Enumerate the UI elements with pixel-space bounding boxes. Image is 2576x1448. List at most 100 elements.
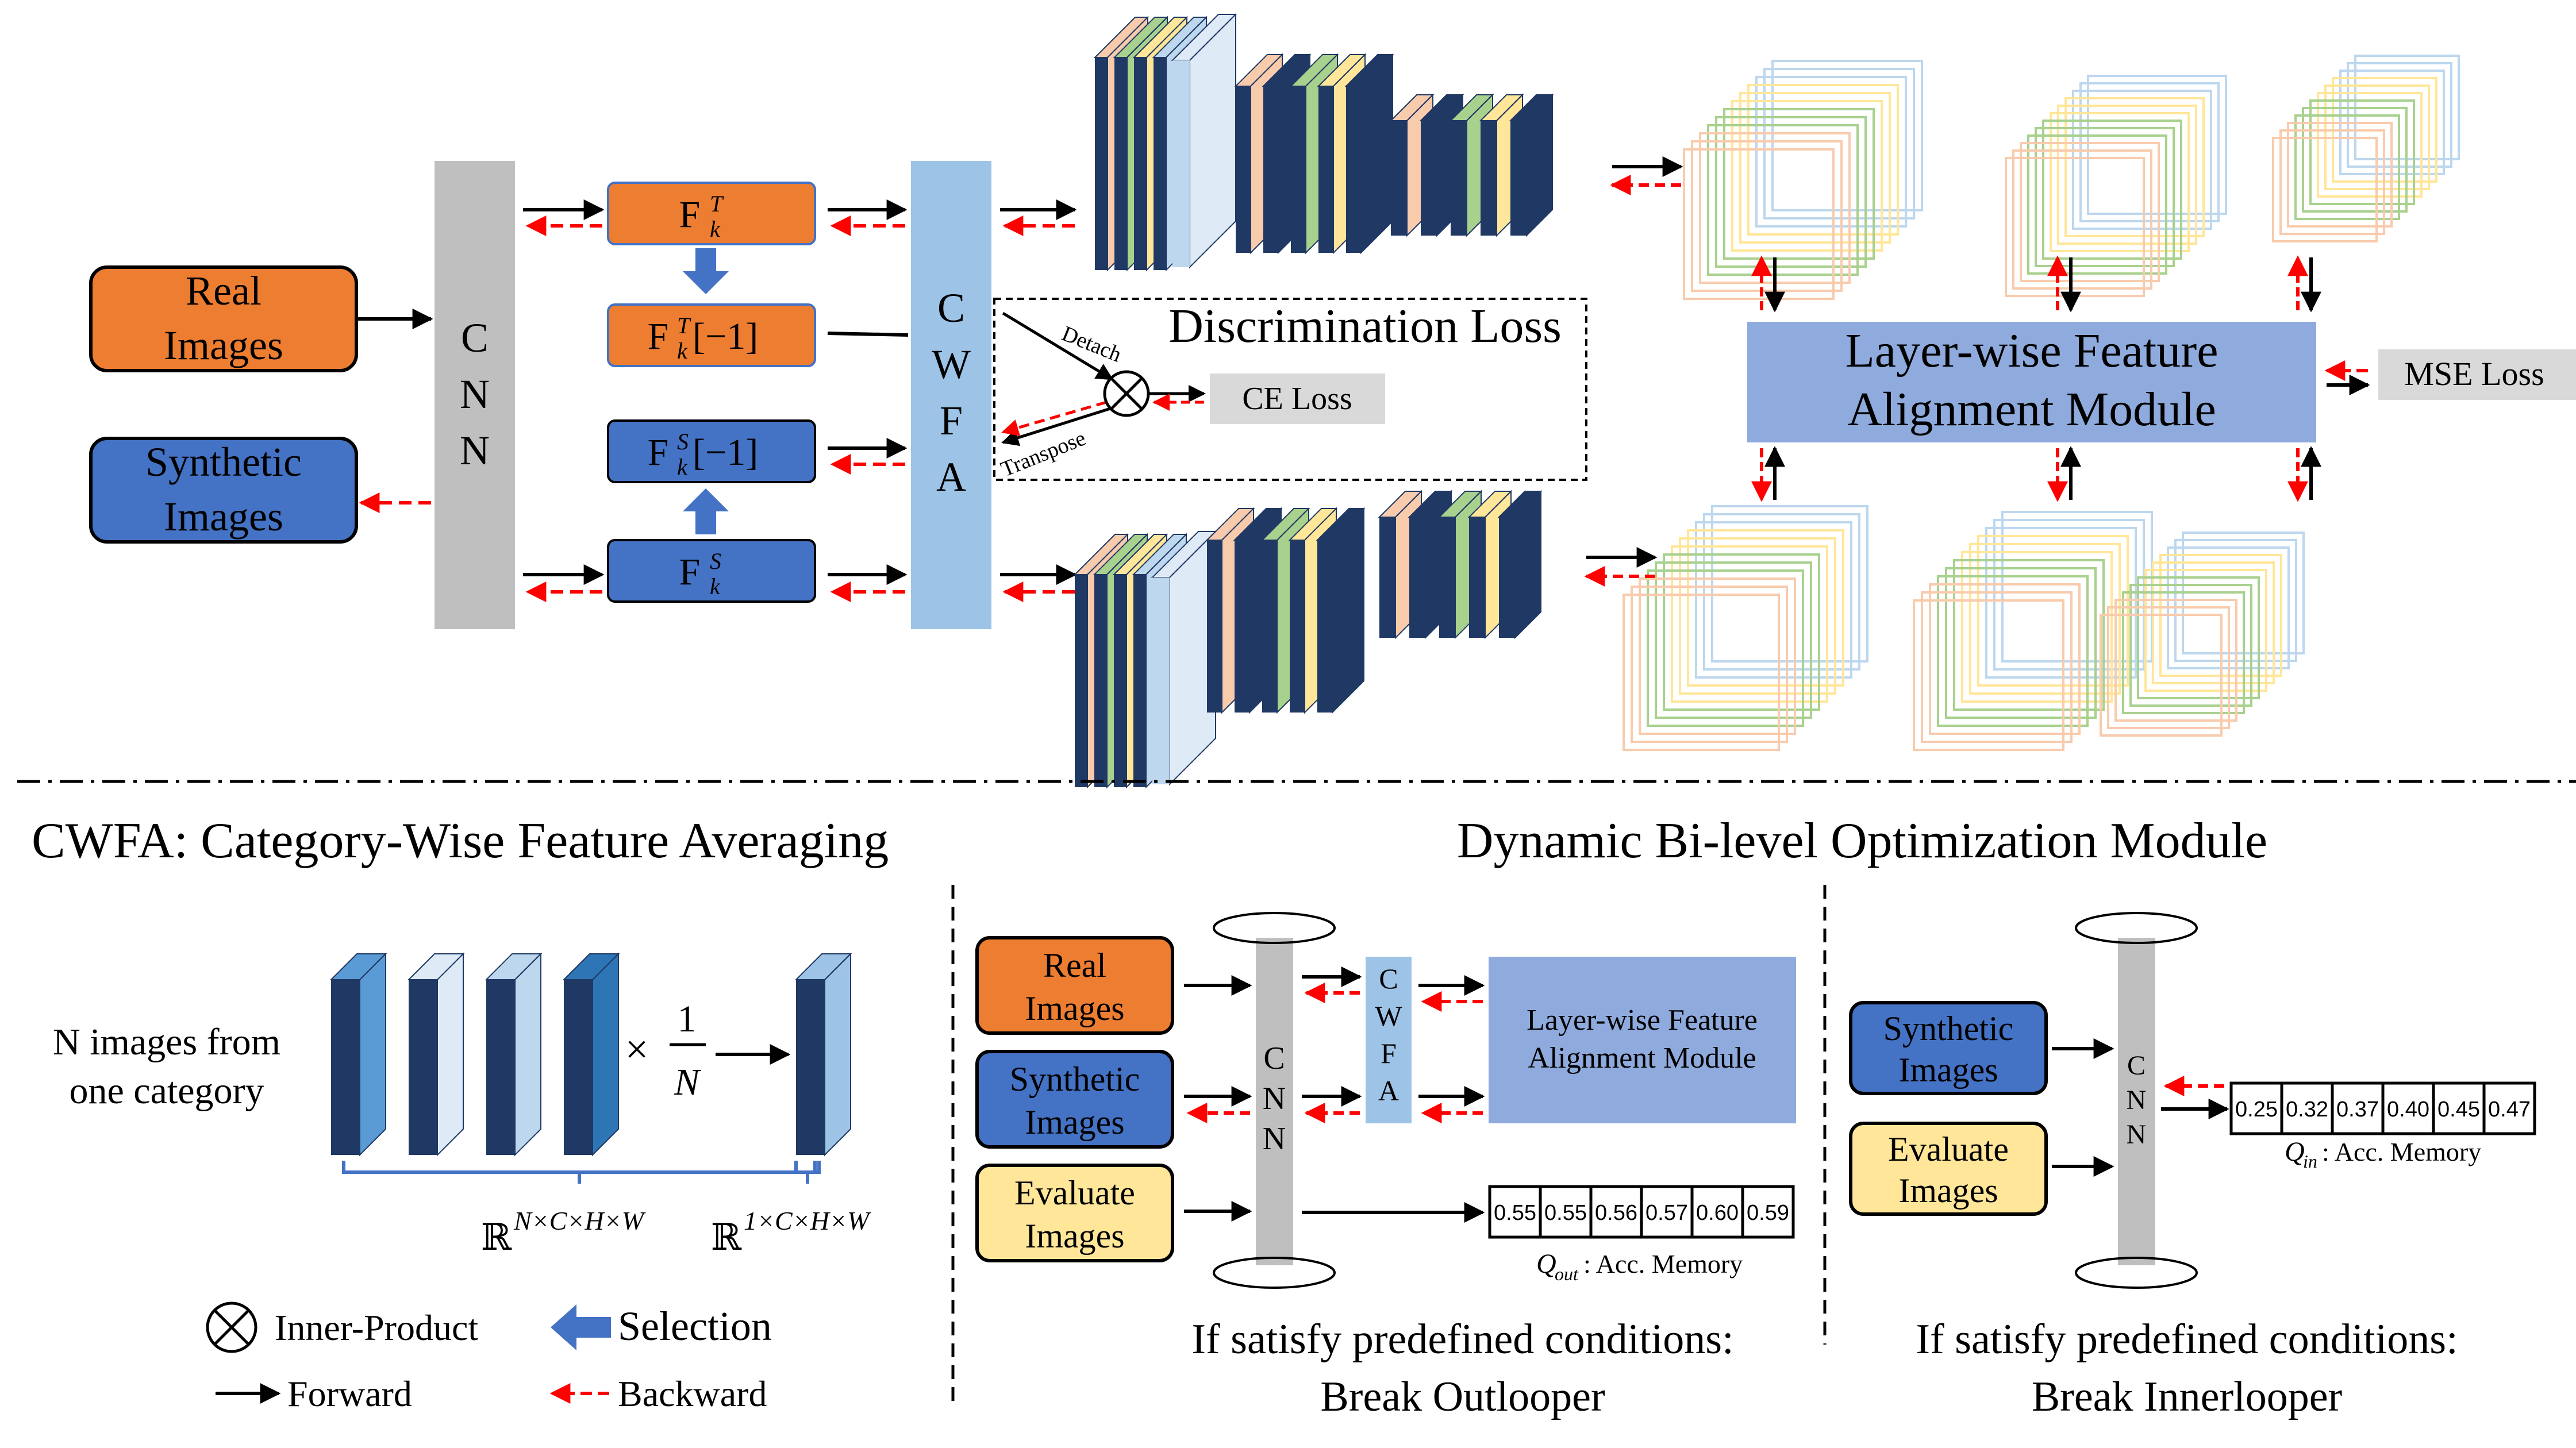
n-images-label-1: N images from <box>53 1021 280 1063</box>
f-s-last-base: F <box>648 432 669 473</box>
discrimination-loss-box: Discrimination Loss Detach Transpose CE … <box>993 298 1587 482</box>
f-t-last-base: F <box>648 315 669 357</box>
detach-label: Detach <box>1059 321 1125 367</box>
mse-loss-label: MSE Loss <box>2404 355 2544 392</box>
cwfa-letter-3: F <box>940 398 963 444</box>
f-t-last-suffix: [−1] <box>693 315 758 357</box>
feature-f-t: F T k <box>607 182 816 245</box>
cwfa-feature-bars <box>329 952 852 1157</box>
q-in-label: Q in : Acc. Memory <box>2285 1137 2481 1172</box>
selection-arrow-down <box>683 248 729 294</box>
cwfa-output-bar <box>794 952 852 1157</box>
n-images-label-2: one category <box>70 1070 264 1112</box>
q-out-cell-1: 0.55 <box>1539 1185 1593 1239</box>
fraction-denominator: N <box>674 1061 702 1103</box>
dbo-real-images-box: Real Images <box>975 936 1174 1035</box>
grid-bottom-3 <box>2100 532 2305 737</box>
dbo-cnn-letter-1: C <box>1263 1041 1285 1076</box>
legend-inner-product-icon <box>206 1301 257 1353</box>
top-stack-2-slab-4 <box>1344 53 1394 255</box>
dbo-arrows <box>1184 966 1485 1223</box>
inner-evaluate-label-1: Evaluate <box>1888 1130 2009 1168</box>
f-s-sub: k <box>710 573 721 599</box>
q-in-value-1: 0.32 <box>2286 1097 2328 1122</box>
q-out-cell-5: 0.59 <box>1741 1185 1795 1239</box>
synthetic-images-label-2: Images <box>164 494 283 540</box>
cwfa-input-bar-2 <box>485 952 543 1157</box>
cnn-letter-2: N <box>460 371 490 417</box>
dbo-synthetic-label-2: Images <box>1025 1103 1124 1141</box>
dbo-cwfa-block: C W F A <box>1366 957 1412 1123</box>
break-outer-line-2: Break Outlooper <box>1320 1373 1605 1420</box>
f-t-sup: T <box>710 191 724 217</box>
dbo-evaluate-label-2: Images <box>1025 1217 1124 1255</box>
q-out-cell-4: 0.60 <box>1690 1185 1744 1239</box>
q-out-value-0: 0.55 <box>1494 1201 1536 1225</box>
top-stack-3-slab-4 <box>1509 93 1554 237</box>
grid-top-1 <box>1683 60 1923 300</box>
real-images-label-2: Images <box>164 322 283 368</box>
grid-bottom-1 <box>1623 505 1868 751</box>
dbo-synthetic-label-1: Synthetic <box>1010 1060 1140 1098</box>
legend-backward: Backward <box>618 1373 767 1414</box>
discrimination-loss-label: Discrimination Loss <box>1168 299 1562 353</box>
q-in-value-0: 0.25 <box>2235 1097 2278 1122</box>
synthetic-images-box: Synthetic Images <box>89 437 358 544</box>
q-in-cell-3: 0.40 <box>2381 1081 2435 1135</box>
f-t-last-sup: T <box>677 313 691 338</box>
dim-in-base: ℝ <box>481 1217 512 1258</box>
dbo-cwfa-letter-2: W <box>1375 1000 1402 1032</box>
legend-inner-product: Inner-Product <box>275 1307 478 1348</box>
cwfa-block: C W F A <box>911 161 991 629</box>
feature-map-stacks <box>1073 13 2460 789</box>
cnn-letter-3: N <box>460 428 490 473</box>
bottom-stack-2-slab-4 <box>1316 507 1366 714</box>
inner-product-icon <box>1103 370 1150 417</box>
brace-input <box>342 1161 817 1184</box>
q-in-text: : Acc. Memory <box>2322 1137 2481 1166</box>
dbo-loop-arrows <box>1213 912 1336 1289</box>
q-out-cell-3: 0.57 <box>1640 1185 1694 1239</box>
cwfa-letter-2: W <box>932 341 971 387</box>
dbo-synthetic-images-box: Synthetic Images <box>975 1050 1174 1149</box>
dbo-real-label-2: Images <box>1025 989 1124 1027</box>
q-in-cell-4: 0.45 <box>2432 1081 2486 1135</box>
q-out-value-2: 0.56 <box>1595 1201 1637 1225</box>
grid-top-2 <box>2005 75 2227 297</box>
break-inner-line-1: If satisfy predefined conditions: <box>1916 1316 2458 1363</box>
legend-forward: Forward <box>287 1373 412 1414</box>
dbo-layerwise-label-1: Layer-wise Feature <box>1527 1004 1758 1037</box>
legend-selection: Selection <box>618 1303 772 1349</box>
cnn-block: C N N <box>435 161 515 629</box>
cwfa-input-bar-0 <box>329 952 387 1157</box>
mse-loss-box: MSE Loss <box>2378 349 2576 400</box>
dbo-evaluate-images-box: Evaluate Images <box>975 1164 1174 1262</box>
q-out-symbol: Q <box>1536 1249 1556 1279</box>
dbo-evaluate-label-1: Evaluate <box>1014 1174 1135 1212</box>
cwfa-input-bar-3 <box>562 952 620 1157</box>
grid-top-3 <box>2272 55 2460 242</box>
inner-cnn-letter-2: N <box>2127 1085 2147 1115</box>
dbo-layerwise-module: Layer-wise Feature Alignment Module <box>1489 957 1796 1123</box>
q-out-memory-table: 0.55 0.55 0.56 0.57 0.60 0.59 <box>1488 1185 1795 1239</box>
f-s-last-sup: S <box>677 429 689 455</box>
q-in-value-2: 0.37 <box>2336 1097 2379 1122</box>
dim-in-exp: N×C×H×W <box>513 1206 646 1235</box>
q-in-cell-2: 0.37 <box>2331 1081 2385 1135</box>
q-in-cell-0: 0.25 <box>2229 1081 2283 1135</box>
layerwise-label-1: Layer-wise Feature <box>1846 324 2219 378</box>
f-s-last-suffix: [−1] <box>693 432 758 473</box>
cnn-letter-1: C <box>461 315 489 361</box>
f-s-sup: S <box>710 548 721 574</box>
transpose-label: Transpose <box>998 426 1089 482</box>
q-in-symbol: Q <box>2285 1137 2305 1167</box>
dbo-cwfa-letter-3: F <box>1381 1037 1397 1069</box>
q-in-cell-1: 0.32 <box>2280 1081 2334 1135</box>
q-in-value-3: 0.40 <box>2387 1097 2429 1122</box>
module-arrows <box>1584 156 2321 587</box>
dbo-cwfa-letter-1: C <box>1379 962 1398 995</box>
q-out-cell-2: 0.56 <box>1589 1185 1643 1239</box>
feature-f-t-last: F T k [−1] <box>607 303 816 367</box>
brace-output <box>794 1161 821 1184</box>
f-t-last-sub: k <box>677 338 688 364</box>
